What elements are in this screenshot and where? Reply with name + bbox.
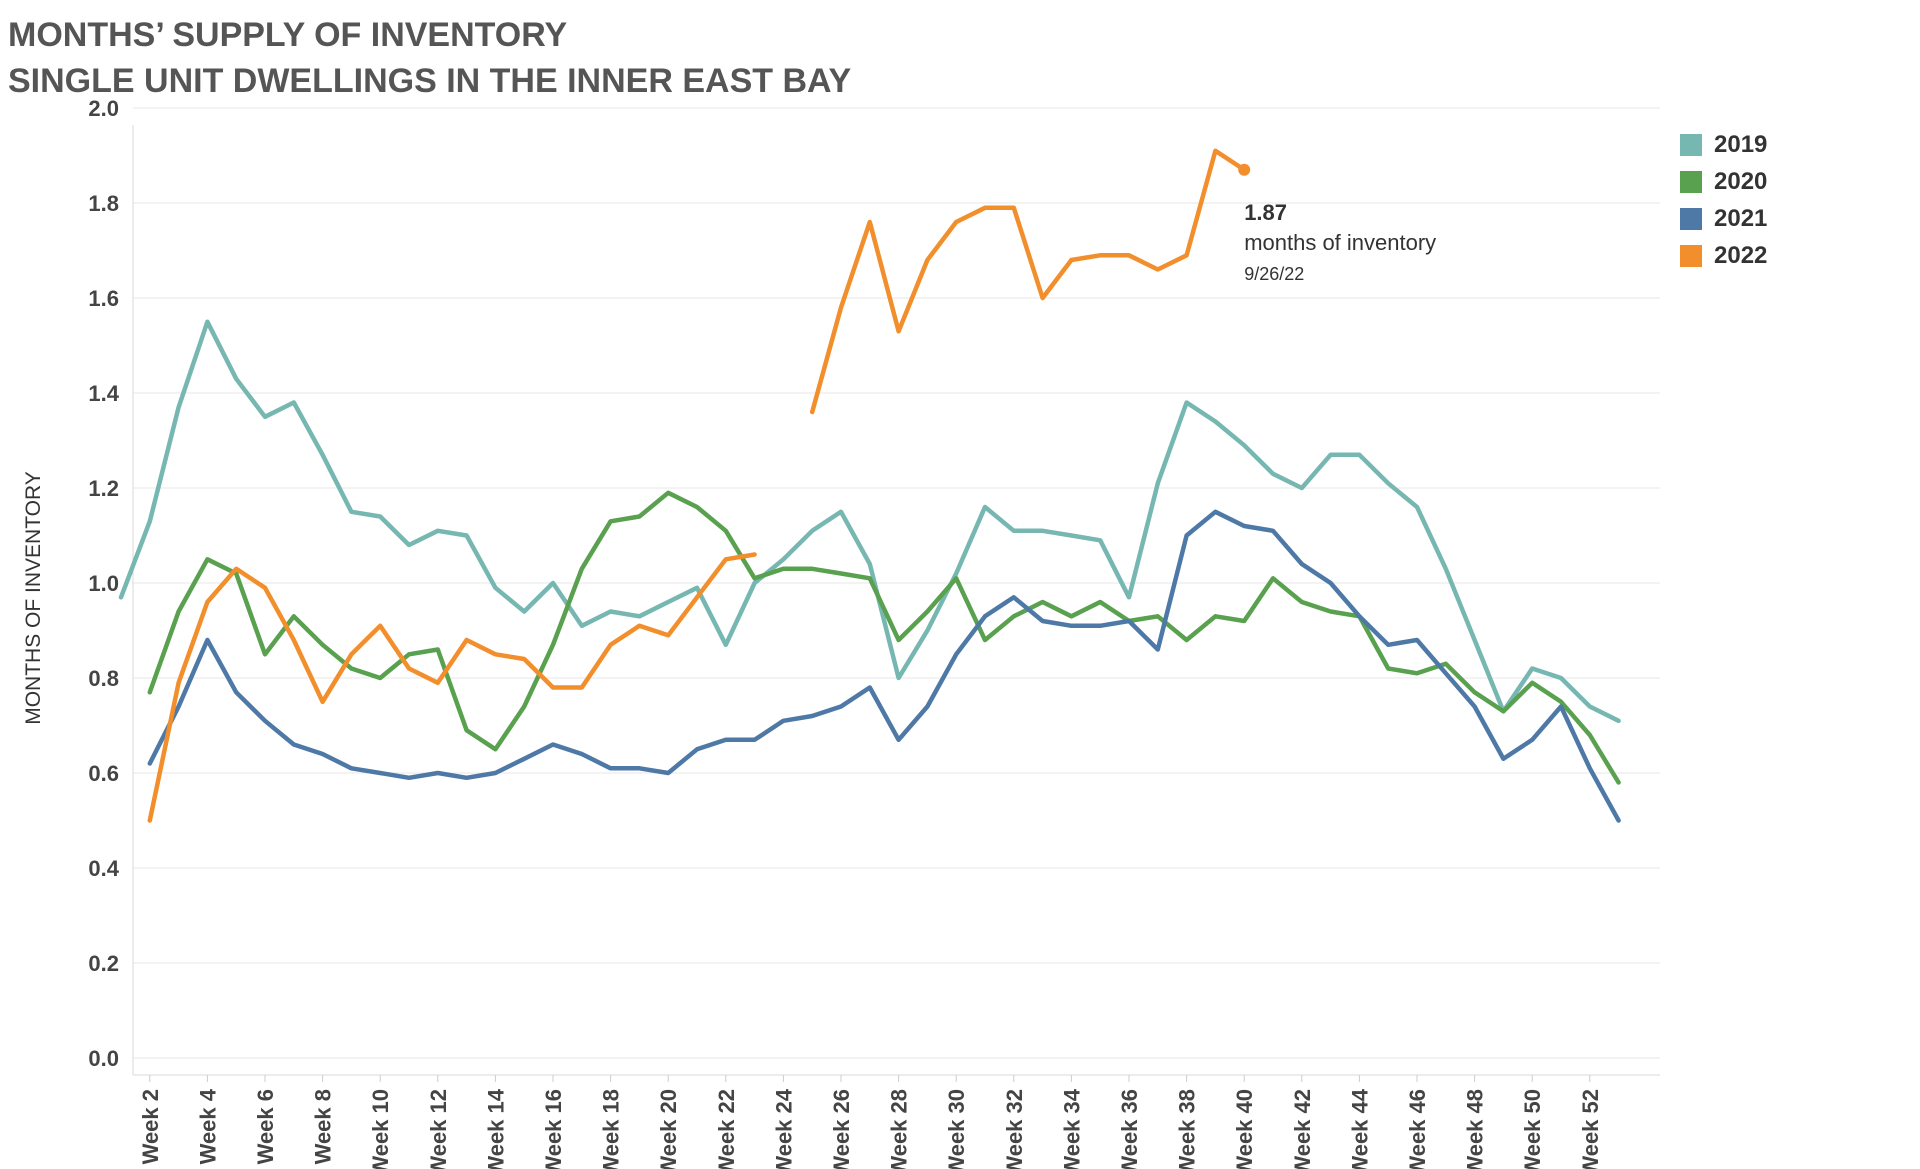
legend-item[interactable]: 2019 bbox=[1680, 126, 1767, 163]
x-tick-label: Week 34 bbox=[1059, 1088, 1084, 1169]
x-tick-label: Week 48 bbox=[1463, 1089, 1488, 1169]
x-tick-label: Week 30 bbox=[944, 1089, 969, 1169]
x-tick-label: Week 32 bbox=[1002, 1089, 1027, 1169]
legend: 2019 2020 2021 2022 bbox=[1680, 126, 1767, 274]
x-tick-label: Week 40 bbox=[1232, 1089, 1257, 1169]
y-tick-label: 0.6 bbox=[88, 761, 119, 786]
series-line-2022 bbox=[147, 148, 1247, 823]
y-tick-label: 1.0 bbox=[88, 571, 119, 596]
y-tick-label: 0.4 bbox=[88, 856, 119, 881]
legend-label: 2020 bbox=[1714, 167, 1768, 195]
y-tick-label: 2.0 bbox=[88, 96, 119, 121]
annotation-date: 9/26/22 bbox=[1244, 264, 1304, 284]
y-tick-label: 1.8 bbox=[88, 191, 119, 216]
x-tick-label: Week 18 bbox=[599, 1089, 624, 1169]
chart-subtitle: SINGLE UNIT DWELLINGS IN THE INNER EAST … bbox=[8, 62, 852, 100]
x-tick-label: Week 24 bbox=[771, 1088, 796, 1169]
legend-swatch bbox=[1680, 244, 1702, 267]
x-tick-label: Week 14 bbox=[483, 1088, 508, 1169]
legend-label: 2019 bbox=[1714, 130, 1768, 158]
x-tick-label: Week 10 bbox=[368, 1089, 393, 1169]
x-tick-label: Week 44 bbox=[1347, 1088, 1372, 1169]
y-tick-label: 0.2 bbox=[88, 951, 119, 976]
x-tick-label: Week 2 bbox=[138, 1089, 163, 1164]
last-point-marker bbox=[1238, 163, 1251, 176]
chart-title: MONTHS’ SUPPLY OF INVENTORY bbox=[8, 16, 568, 54]
annotation-value: 1.87 bbox=[1244, 200, 1287, 225]
legend-label: 2022 bbox=[1714, 241, 1768, 269]
x-tick-label: Week 4 bbox=[195, 1088, 220, 1164]
x-tick-label: Week 42 bbox=[1290, 1089, 1315, 1169]
y-axis-title: MONTHS OF INVENTORY bbox=[22, 471, 45, 725]
annotation-label: months of inventory bbox=[1244, 230, 1436, 255]
y-tick-label: 0.8 bbox=[88, 666, 119, 691]
x-tick-label: Week 22 bbox=[714, 1089, 739, 1169]
legend-label: 2021 bbox=[1714, 204, 1768, 232]
legend-item[interactable]: 2020 bbox=[1680, 163, 1767, 200]
legend-item[interactable]: 2021 bbox=[1680, 200, 1767, 237]
x-tick-label: Week 6 bbox=[253, 1089, 278, 1164]
x-tick-label: Week 28 bbox=[887, 1089, 912, 1169]
x-tick-label: Week 12 bbox=[426, 1089, 451, 1169]
x-tick-label: Week 36 bbox=[1117, 1089, 1142, 1169]
y-tick-label: 1.2 bbox=[88, 476, 119, 501]
x-tick-label: Week 16 bbox=[541, 1089, 566, 1169]
x-tick-label: Week 20 bbox=[656, 1089, 681, 1169]
x-tick-label: Week 26 bbox=[829, 1089, 854, 1169]
series-line-2019 bbox=[118, 319, 1621, 724]
legend-swatch bbox=[1680, 170, 1702, 193]
x-tick-label: Week 38 bbox=[1175, 1089, 1200, 1169]
x-tick-label: Week 46 bbox=[1405, 1089, 1430, 1169]
x-tick-label: Week 52 bbox=[1578, 1089, 1603, 1169]
legend-swatch bbox=[1680, 207, 1702, 230]
series-line-2021 bbox=[147, 509, 1621, 823]
x-tick-label: Week 50 bbox=[1520, 1089, 1545, 1169]
series-line-2020 bbox=[147, 490, 1621, 785]
y-tick-label: 0.0 bbox=[88, 1046, 119, 1071]
legend-item[interactable]: 2022 bbox=[1680, 237, 1767, 274]
legend-swatch bbox=[1680, 133, 1702, 156]
y-tick-label: 1.4 bbox=[88, 381, 119, 406]
y-tick-label: 1.6 bbox=[88, 286, 119, 311]
x-tick-label: Week 8 bbox=[311, 1089, 336, 1164]
